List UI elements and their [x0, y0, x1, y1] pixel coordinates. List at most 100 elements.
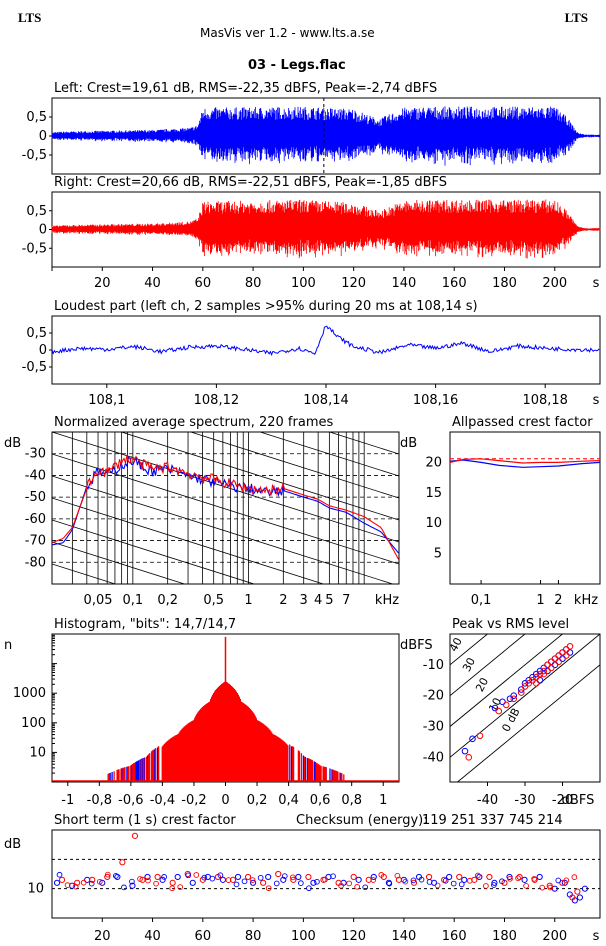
x-tick-label: 0,1	[471, 593, 492, 608]
crest-point	[555, 877, 562, 884]
x-tick-label: 0,2	[157, 593, 178, 608]
blue-crest-point	[491, 879, 498, 886]
red-crest-point	[569, 894, 576, 901]
red-crest-point	[275, 870, 282, 878]
app-title: MasVis ver 1.2 - www.lts.a.se	[200, 26, 375, 40]
y-axis-label: dB	[4, 436, 21, 451]
blue-crest-point	[129, 882, 136, 889]
blue-scatter-point	[566, 649, 574, 656]
crest-point	[96, 878, 103, 885]
blue-spectrum-line	[52, 456, 399, 554]
x-tick-label: -30	[514, 793, 535, 808]
crest-point	[354, 883, 361, 890]
short-term-crest-title: Short term (1 s) crest factor	[54, 813, 236, 828]
y-tick-label: -0,5	[22, 360, 47, 375]
blue-scatter-point	[461, 747, 469, 755]
y-tick-label: 10	[425, 516, 442, 531]
crest-point	[306, 885, 312, 892]
red-crest-point	[260, 879, 267, 886]
red-scatter-point	[476, 732, 484, 740]
diagonal-label: 0 dB	[499, 706, 522, 734]
crest-point	[370, 877, 377, 883]
blue-crest-point	[159, 876, 166, 883]
crest-point	[273, 880, 280, 887]
x-tick-label: 80	[245, 276, 262, 291]
x-axis-label: dBFS	[562, 793, 595, 808]
crest-point	[499, 878, 505, 885]
crest-point	[330, 873, 336, 880]
x-tick-label: 0,2	[247, 793, 268, 808]
x-tick-label: -0,8	[87, 793, 112, 808]
blue-crest-point	[310, 879, 317, 886]
red-scatter-point	[562, 646, 570, 653]
spectrum-grid	[52, 432, 399, 584]
crest-point	[289, 874, 296, 881]
blue-crest-point	[521, 876, 528, 883]
crest-point	[80, 879, 87, 886]
y-tick-label: 0	[39, 223, 47, 238]
crest-point	[161, 874, 167, 880]
y-axis-label: n	[4, 638, 12, 653]
crest-point	[563, 877, 570, 884]
spectrum-slope-line	[52, 541, 186, 584]
x-tick-label: 120	[341, 929, 366, 944]
crest-point	[394, 872, 401, 879]
y-tick-label: 0,5	[26, 110, 47, 125]
red-scatter-point	[517, 689, 525, 696]
red-crest-point	[350, 873, 357, 881]
red-crest-point	[471, 876, 478, 883]
red-crest-point	[89, 876, 96, 883]
x-tick-label: -1	[61, 793, 74, 808]
spectrum-title: Normalized average spectrum, 220 frames	[54, 415, 333, 430]
y-axis-label: dB	[4, 837, 21, 852]
y-tick-label: -80	[25, 555, 46, 570]
crest-point	[362, 884, 369, 891]
red-scatter-point	[465, 754, 473, 761]
blue-crest-line	[449, 459, 601, 468]
crest-point	[201, 874, 208, 881]
crest-point	[338, 882, 344, 889]
red-crest-point	[131, 832, 139, 839]
x-tick-label: 140	[392, 929, 417, 944]
waveform-title: Left: Crest=19,61 dB, RMS=-22,35 dBFS, P…	[54, 81, 437, 96]
y-axis-label: dBFS	[400, 638, 433, 653]
waveform-title: Right: Crest=20,66 dB, RMS=-22,51 dBFS, …	[54, 175, 447, 190]
diagonal-line	[450, 634, 600, 758]
crest-point	[298, 880, 304, 886]
crest-point	[193, 872, 200, 878]
spectrum-frame	[51, 431, 400, 585]
x-tick-label: 7	[342, 593, 350, 608]
red-scatter-point	[540, 667, 548, 675]
y-tick-label: -0,5	[22, 241, 47, 256]
x-unit-label: s	[593, 929, 600, 944]
y-tick-label: -70	[25, 534, 46, 549]
x-tick-label: 1	[379, 793, 387, 808]
x-tick-label: -0,4	[150, 793, 175, 808]
y-tick-label: -10	[423, 658, 444, 673]
crest-point	[539, 884, 546, 891]
allpassed-title: Allpassed crest factor	[452, 415, 593, 430]
x-tick-label: 2	[554, 593, 562, 608]
diagonal-label: 20	[473, 676, 491, 694]
crest-point	[265, 885, 272, 892]
y-tick-label: -20	[423, 689, 444, 704]
red-crest-line	[449, 458, 601, 464]
x-tick-label: 120	[341, 276, 366, 291]
x-tick-label: 20	[94, 929, 111, 944]
blue-crest-point	[476, 873, 483, 881]
x-tick-label: 108,14	[303, 393, 349, 408]
diagonal-line	[456, 664, 600, 782]
crest-point	[233, 881, 240, 888]
y-tick-label: 5	[434, 547, 442, 562]
y-tick-label: 1000	[13, 686, 46, 701]
x-tick-label: 60	[195, 929, 212, 944]
red-histogram-bars	[107, 681, 345, 782]
blue-crest-point	[370, 873, 377, 881]
crest-point	[450, 880, 457, 887]
blue-scatter-point	[559, 655, 566, 662]
x-tick-label: 100	[291, 929, 316, 944]
spectrum-slope-line	[52, 432, 399, 543]
crest-point	[426, 879, 433, 885]
blue-crest-point	[144, 873, 151, 881]
crest-point	[64, 882, 71, 889]
